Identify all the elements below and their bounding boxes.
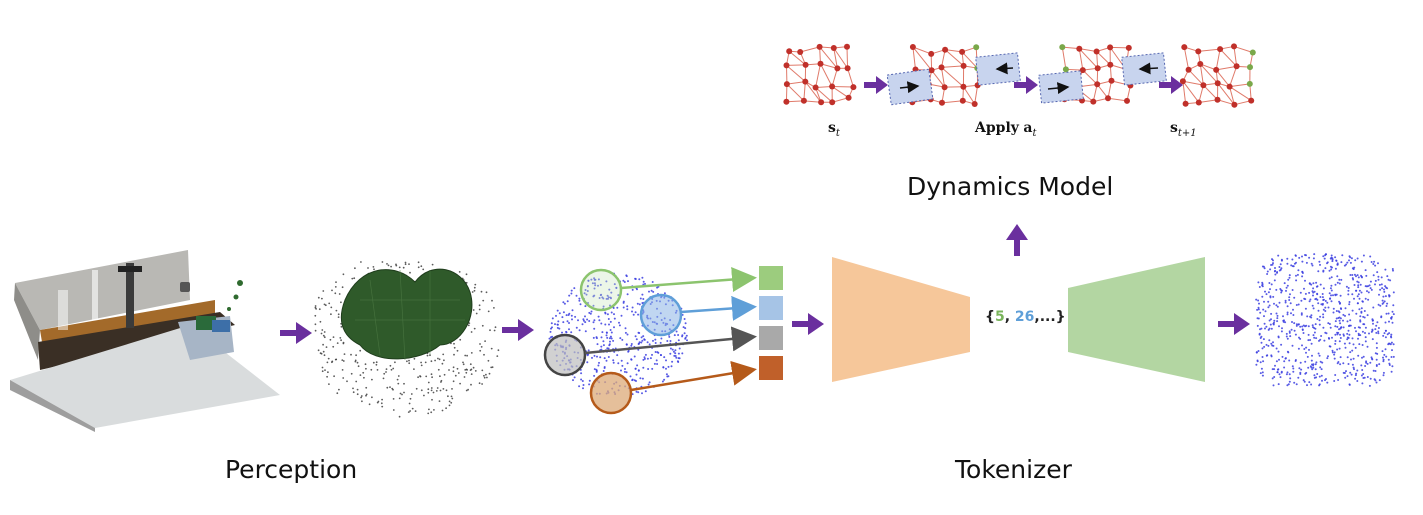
token-square-orange [759,356,783,380]
patch-circle-green [581,270,621,310]
caption-dynamics-model: Dynamics Model [907,172,1113,201]
arrow-perception-to-tokens [502,319,534,341]
caption-tokenizer: Tokenizer [955,455,1072,484]
label-s-next-sub: t+1 [1178,128,1197,139]
token-first: 5 [995,309,1005,325]
encoder-trapezoid [832,257,970,382]
label-s-next-main: s [1170,120,1178,136]
reconstructed-point-cloud [1255,253,1395,387]
label-apply-action: Apply at [975,120,1036,139]
label-s-next: st+1 [1170,120,1197,139]
caption-perception: Perception [225,455,357,484]
label-apply-word: Apply [975,120,1019,136]
label-s-t-sub: t [836,128,840,139]
arrow-tokens-to-encoder [792,313,824,335]
token-rest: ,...} [1034,309,1065,325]
token-sequence: {5, 26,...} [985,309,1066,325]
label-s-t-main: s [828,120,836,136]
label-s-t: st [828,120,840,139]
arrow-up-to-dynamics [1006,224,1028,256]
decoder-trapezoid [1068,257,1205,382]
token-second: 26 [1015,309,1034,325]
token-square-gray [759,326,783,350]
cloth-mesh [341,269,472,360]
arrow-scene-to-perception [280,322,312,344]
token-sep: , [1005,309,1015,325]
scene-image [10,250,280,432]
patch-circle-gray [545,335,585,375]
patch-circle-blue [641,295,681,335]
token-square-green [759,266,783,290]
arrow-decoder-to-output [1218,313,1250,335]
token-square-blue [759,296,783,320]
patch-circle-orange [591,373,631,413]
token-open-brace: { [985,309,995,325]
label-apply-sub: t [1032,128,1036,139]
token-squares [759,266,783,380]
